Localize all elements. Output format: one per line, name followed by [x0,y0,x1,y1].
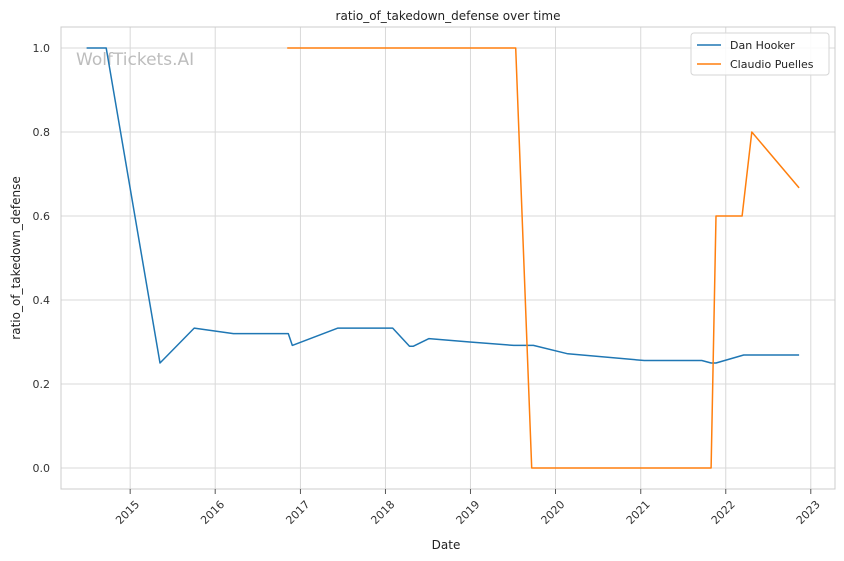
y-axis-label: ratio_of_takedown_defense [9,176,23,339]
legend-label: Dan Hooker [730,39,795,52]
x-axis-label: Date [432,538,461,552]
watermark: WolfTickets.AI [76,50,194,70]
y-axis-ticks: 0.0 0.2 0.4 0.6 0.8 1.0 [33,42,51,475]
y-tick-label: 0.0 [33,462,51,475]
series-line-2 [287,47,800,469]
series-line-1 [86,47,800,364]
legend-box [690,32,830,76]
y-tick-label: 1.0 [33,42,51,55]
y-tick-label: 0.2 [33,378,51,391]
y-tick-label: 0.4 [33,294,51,307]
chart-title: ratio_of_takedown_defense over time [336,9,561,23]
plot-frame [60,26,836,490]
legend: Dan Hooker Claudio Puelles [690,32,830,76]
legend-label: Claudio Puelles [730,58,814,71]
y-tick-label: 0.8 [33,126,51,139]
series-layer [86,47,800,469]
y-tick-label: 0.6 [33,210,51,223]
